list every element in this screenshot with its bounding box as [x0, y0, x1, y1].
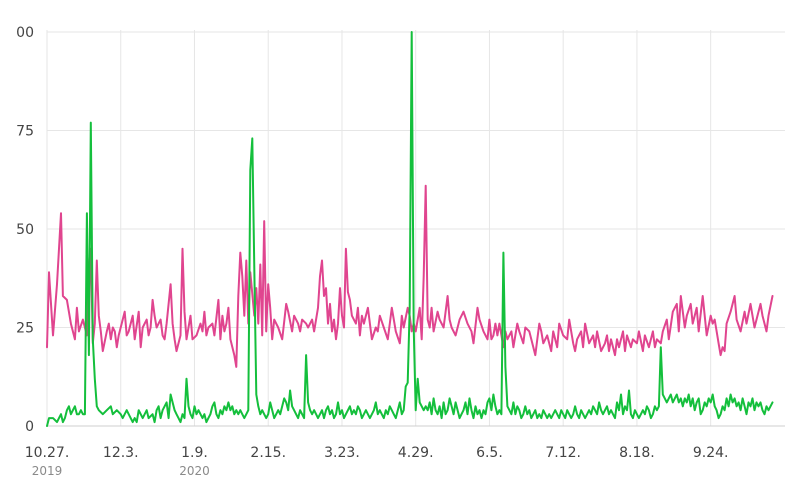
- x-tick-label: 9.24.: [693, 445, 729, 461]
- x-axis-tick-labels: 10.27. 2019 12.3. 1.9. 2020 2.15. 3.23. 4.29. 6.…: [25, 445, 729, 478]
- x-tick-label: 3.23.: [324, 445, 360, 461]
- x-tick-label: 4.29.: [398, 445, 434, 461]
- y-axis-tick-labels: 0 25 50 75 00: [16, 25, 34, 435]
- x-tick-label: 12.3.: [103, 445, 139, 461]
- x-tick-year-label: 2019: [32, 464, 63, 478]
- series-2-line: [46, 31, 774, 427]
- vertical-gridlines: [46, 30, 712, 426]
- x-tick-label: 10.27.: [25, 445, 70, 461]
- x-tick-label: 1.9.: [181, 445, 208, 461]
- y-tick-label: 0: [25, 419, 34, 435]
- horizontal-gridlines: [47, 31, 785, 427]
- y-tick-label: 00: [16, 25, 34, 41]
- y-tick-label: 75: [16, 124, 34, 140]
- series-lines: [46, 31, 774, 427]
- x-tick-label: 2.15.: [250, 445, 286, 461]
- y-tick-label: 25: [16, 321, 34, 337]
- y-tick-label: 50: [16, 222, 34, 238]
- x-tick-label: 8.18.: [619, 445, 655, 461]
- x-tick-label: 7.12.: [545, 445, 581, 461]
- series-1-line: [46, 184, 774, 368]
- x-tick-year-label: 2020: [179, 464, 210, 478]
- x-tick-label: 6.5.: [476, 445, 503, 461]
